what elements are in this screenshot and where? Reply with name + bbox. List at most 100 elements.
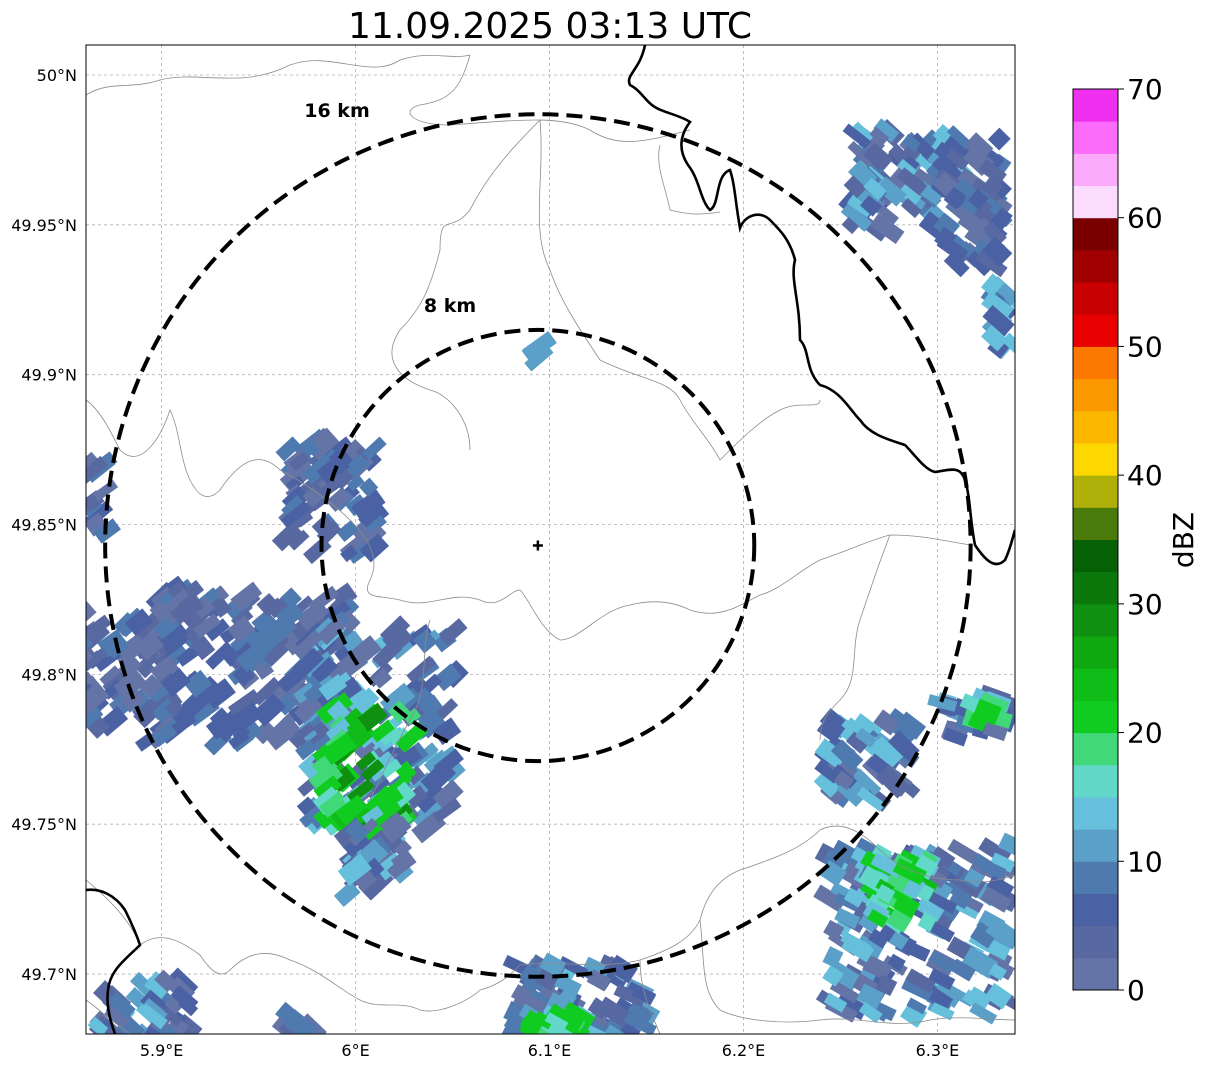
- echo-cell: [559, 988, 578, 1005]
- echo-cell: [227, 688, 262, 719]
- echo-cell: [296, 796, 318, 817]
- echo-cell: [382, 815, 412, 844]
- echo-cell: [251, 693, 286, 727]
- echo-cell: [435, 698, 459, 721]
- echo-cell: [967, 713, 988, 732]
- echo-cell: [295, 721, 316, 741]
- echo-cell: [932, 979, 965, 1009]
- colorbar-segment: [1073, 185, 1118, 219]
- colorbar-tick-label: 0: [1127, 974, 1145, 1007]
- echo-cell: [860, 195, 882, 217]
- border-line: [409, 54, 691, 142]
- echo-cell: [834, 892, 860, 912]
- map-frame: [85, 44, 1016, 1035]
- border-line: [639, 959, 661, 1034]
- colorbar-segment: [1073, 668, 1118, 701]
- colorbar-segment: [1073, 153, 1118, 187]
- echo-cell: [875, 764, 910, 799]
- echo-cell: [124, 608, 154, 637]
- radar-site-marker: [532, 540, 543, 551]
- echo-cell: [954, 178, 977, 199]
- echo-cell: [139, 1003, 168, 1029]
- echo-cell: [912, 167, 935, 189]
- echo-cell: [411, 694, 445, 725]
- echo-cell: [325, 486, 352, 512]
- echo-cell: [845, 731, 869, 754]
- echo-cell: [873, 709, 901, 736]
- echo-cell: [362, 436, 387, 461]
- echo-cell: [943, 186, 967, 210]
- border-line: [391, 119, 541, 451]
- lat-tick-label: 49.7°N: [21, 965, 77, 984]
- echo-cell: [931, 153, 964, 186]
- echo-cell: [625, 1000, 655, 1026]
- colorbar-segment: [1073, 217, 1118, 251]
- echo-cell: [86, 636, 93, 657]
- echo-cell: [165, 698, 184, 717]
- echo-cell: [332, 467, 354, 490]
- echo-cell: [112, 634, 148, 667]
- echo-cell: [947, 838, 979, 864]
- echo-cell: [986, 874, 1015, 900]
- colorbar-segment: [1073, 378, 1118, 412]
- colorbar-segment: [1073, 89, 1118, 122]
- echo-cell: [987, 127, 1011, 151]
- echo-cell: [930, 1002, 955, 1021]
- echo-cell: [164, 1015, 190, 1034]
- echo-cell: [92, 479, 119, 502]
- echo-cell: [888, 730, 920, 762]
- echo-cell: [170, 594, 205, 625]
- echo-cell: [980, 324, 1008, 352]
- echo-cell: [390, 848, 417, 874]
- border-line: [86, 999, 131, 1034]
- echo-cell: [822, 965, 844, 987]
- echo-cell: [982, 305, 1015, 337]
- colorbar: 0 10 20 30 40 50 60 70: [1072, 73, 1163, 1007]
- echo-cell: [382, 623, 414, 655]
- echo-cell: [980, 886, 1012, 913]
- echo-cell: [160, 667, 191, 697]
- echo-cell: [355, 870, 378, 892]
- echo-cell: [423, 749, 450, 775]
- echo-cell: [586, 969, 612, 992]
- echo-cell: [561, 1001, 596, 1030]
- echo-cell: [107, 991, 136, 1020]
- echo-cell: [539, 952, 567, 978]
- lat-tick-label: 50°N: [37, 66, 77, 85]
- echo-cell: [346, 474, 365, 492]
- lon-tick-label: 6.1°E: [528, 1041, 572, 1060]
- echo-cell: [361, 805, 384, 826]
- echo-cell: [192, 596, 215, 619]
- echo-cell: [343, 832, 371, 858]
- echo-cell: [510, 984, 532, 1005]
- lat-tick-label: 49.9°N: [21, 366, 77, 385]
- echo-cell: [335, 794, 368, 825]
- echo-cell: [869, 126, 890, 146]
- echo-cell: [873, 118, 900, 143]
- echo-cell: [256, 592, 281, 618]
- echo-cell: [193, 613, 222, 639]
- colorbar-segment: [1073, 410, 1118, 444]
- echo-cell: [813, 884, 847, 913]
- echo-cell: [243, 721, 263, 741]
- echo-cell: [379, 682, 416, 717]
- echo-cell: [388, 837, 406, 855]
- colorbar-tick-label: 40: [1127, 459, 1163, 492]
- echo-cell: [302, 486, 324, 508]
- echo-cell: [966, 250, 993, 277]
- echo-cell: [981, 291, 1015, 322]
- echo-cell: [149, 655, 179, 683]
- border-line: [759, 534, 971, 596]
- echo-cell: [138, 674, 164, 699]
- echo-cell: [251, 610, 277, 635]
- echo-cell: [981, 176, 1004, 198]
- echo-cell: [360, 758, 385, 782]
- echo-cell: [967, 188, 989, 210]
- echo-cell: [858, 1001, 883, 1024]
- colorbar-segment: [1073, 829, 1118, 862]
- echo-cell: [119, 687, 146, 713]
- echo-cell: [264, 721, 296, 751]
- echo-cell: [906, 997, 928, 1015]
- echo-cell: [161, 1007, 183, 1027]
- echo-cell: [892, 857, 927, 886]
